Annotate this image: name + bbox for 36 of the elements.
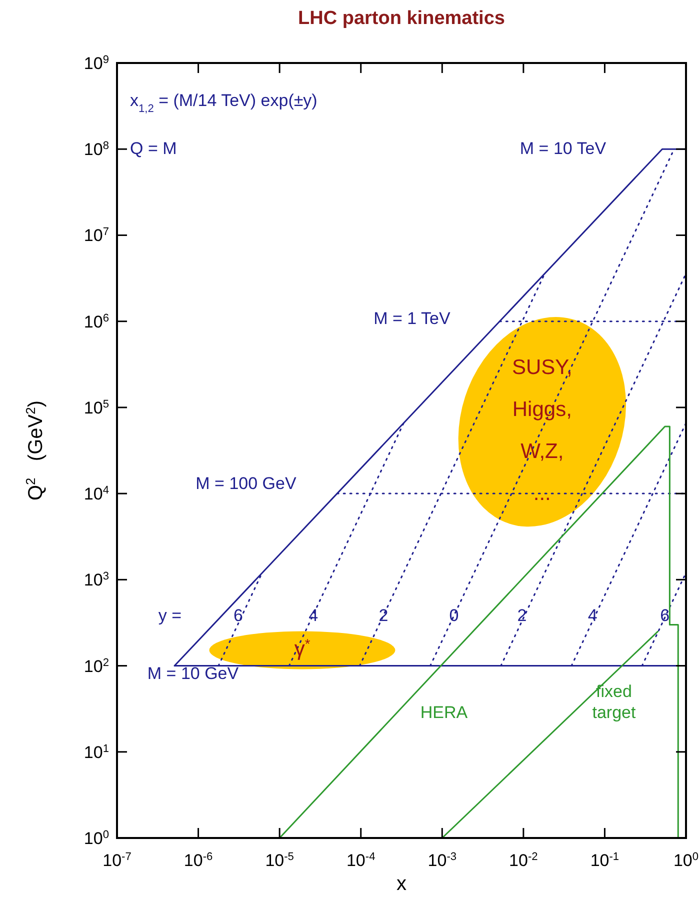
y-tick-label: 10$^{9}$ xyxy=(84,54,109,73)
annotation: Q = M xyxy=(130,139,177,158)
annotation: 4 xyxy=(588,606,598,625)
annotation: fixed target xyxy=(592,682,636,722)
annotation: 2 xyxy=(517,606,527,625)
annotation: 6 xyxy=(233,606,243,625)
x-tick-label: 10$^{-3}$ xyxy=(428,851,457,870)
x-axis-title: x xyxy=(396,873,406,895)
y-tick-label: 10$^{1}$ xyxy=(84,742,109,762)
annotation: M = 10 GeV xyxy=(147,664,240,683)
y-tick-label: 10$^{4}$ xyxy=(84,484,109,504)
y-tick-label: 10$^{6}$ xyxy=(84,312,109,332)
annotation: y = xyxy=(158,606,182,625)
chart-title: LHC parton kinematics xyxy=(298,8,505,29)
y-tick-label: 10$^{0}$ xyxy=(84,829,109,848)
y-tick-label: 10$^{3}$ xyxy=(84,570,109,590)
y-tick-label: 10$^{7}$ xyxy=(84,226,109,246)
annotation: 0 xyxy=(449,606,459,625)
annotation: SUSY, Higgs, W,Z, ... xyxy=(512,356,572,506)
annotation: x$_{1,2}$ = (M/14 TeV) exp(±y) xyxy=(130,91,318,115)
annotation: 6 xyxy=(660,606,670,625)
y-tick-label: 10$^{5}$ xyxy=(84,398,109,418)
annotation: M = 1 TeV xyxy=(374,309,452,328)
x-tick-label: 10$^{-6}$ xyxy=(184,851,213,870)
x-tick-label: 10$^{-5}$ xyxy=(265,851,294,870)
x-tick-label: 10$^{-4}$ xyxy=(346,851,376,870)
y-tick-label: 10$^{8}$ xyxy=(84,140,109,160)
x-tick-label: 10$^{-2}$ xyxy=(509,851,538,870)
annotation: γ$^{*}$ xyxy=(294,636,311,661)
annotation: M = 10 TeV xyxy=(520,139,607,158)
annotation: HERA xyxy=(420,703,468,722)
x-tick-label: 10$^{0}$ xyxy=(673,851,699,870)
annotation: M = 100 GeV xyxy=(196,474,297,493)
y-tick-label: 10$^{2}$ xyxy=(84,656,109,676)
x-tick-label: 10$^{-7}$ xyxy=(102,851,132,870)
x-tick-label: 10$^{-1}$ xyxy=(590,851,620,870)
